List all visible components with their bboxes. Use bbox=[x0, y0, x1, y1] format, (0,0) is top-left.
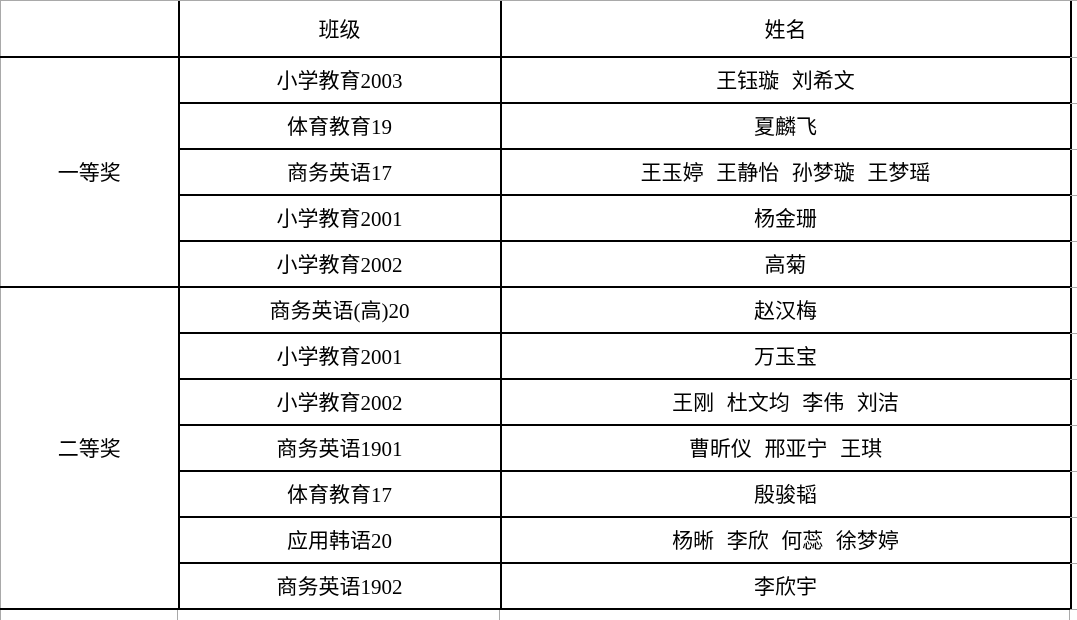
table-row: 商务英语1901 曹昕仪 邢亚宁 王琪 bbox=[1, 424, 1072, 472]
award-group-label-first-prize: 一等奖 bbox=[0, 56, 180, 288]
awards-table: 班级 姓名 一等奖 小学教育2003 王钰璇 刘希文 体育教育19 夏麟飞 商务… bbox=[0, 0, 1072, 610]
award-group-label-second-prize: 二等奖 bbox=[0, 286, 180, 610]
names-cell: 杨晰 李欣 何蕊 徐梦婷 bbox=[499, 516, 1072, 564]
table-row: 一等奖 小学教育2003 王钰璇 刘希文 bbox=[0, 56, 1072, 288]
class-cell: 小学教育2001 bbox=[177, 194, 502, 242]
class-cell: 商务英语1901 bbox=[177, 424, 502, 472]
gridline-stub bbox=[499, 610, 500, 620]
names-cell: 夏麟飞 bbox=[499, 102, 1072, 150]
table-gridline-stubs-right bbox=[1070, 57, 1077, 611]
names-cell: 杨金珊 bbox=[499, 194, 1072, 242]
gridline-stub bbox=[0, 610, 1, 620]
cut-off-next-row bbox=[0, 610, 1077, 620]
column-header-award bbox=[0, 0, 180, 58]
class-cell: 商务英语17 bbox=[177, 148, 502, 196]
table-row: 小学教育2002 高菊 bbox=[1, 240, 1072, 288]
class-cell: 应用韩语20 bbox=[177, 516, 502, 564]
column-header-name: 姓名 bbox=[499, 0, 1072, 58]
header-row: 班级 姓名 bbox=[0, 0, 1072, 58]
class-cell: 体育教育19 bbox=[177, 102, 502, 150]
names-cell: 万玉宝 bbox=[499, 332, 1072, 380]
class-cell: 小学教育2003 bbox=[177, 56, 502, 104]
table-row: 体育教育19 夏麟飞 bbox=[1, 102, 1072, 150]
table-row: 小学教育2001 杨金珊 bbox=[1, 194, 1072, 242]
names-cell: 高菊 bbox=[499, 240, 1072, 288]
class-cell: 商务英语1902 bbox=[177, 562, 502, 610]
column-header-class: 班级 bbox=[177, 0, 502, 58]
gridline-stub bbox=[1069, 610, 1070, 620]
table-row: 二等奖 商务英语(高)20 赵汉梅 bbox=[0, 286, 1072, 610]
class-cell: 商务英语(高)20 bbox=[177, 286, 502, 334]
names-cell: 王刚 杜文均 李伟 刘洁 bbox=[499, 378, 1072, 426]
gridline-stub bbox=[177, 610, 178, 620]
names-cell: 王玉婷 王静怡 孙梦璇 王梦瑶 bbox=[499, 148, 1072, 196]
table-row: 应用韩语20 杨晰 李欣 何蕊 徐梦婷 bbox=[1, 516, 1072, 564]
names-cell: 赵汉梅 bbox=[499, 286, 1072, 334]
table-row: 商务英语17 王玉婷 王静怡 孙梦璇 王梦瑶 bbox=[1, 148, 1072, 196]
table-row: 体育教育17 殷骏韬 bbox=[1, 470, 1072, 518]
class-cell: 体育教育17 bbox=[177, 470, 502, 518]
names-cell: 殷骏韬 bbox=[499, 470, 1072, 518]
names-cell: 曹昕仪 邢亚宁 王琪 bbox=[499, 424, 1072, 472]
names-cell: 李欣宇 bbox=[499, 562, 1072, 610]
class-cell: 小学教育2002 bbox=[177, 378, 502, 426]
table-outer-gridline-top bbox=[0, 0, 1077, 1]
names-cell: 王钰璇 刘希文 bbox=[499, 56, 1072, 104]
class-cell: 小学教育2002 bbox=[177, 240, 502, 288]
table-row: 小学教育2001 万玉宝 bbox=[1, 332, 1072, 380]
table-row: 商务英语1902 李欣宇 bbox=[1, 562, 1072, 610]
table-row: 小学教育2002 王刚 杜文均 李伟 刘洁 bbox=[1, 378, 1072, 426]
class-cell: 小学教育2001 bbox=[177, 332, 502, 380]
